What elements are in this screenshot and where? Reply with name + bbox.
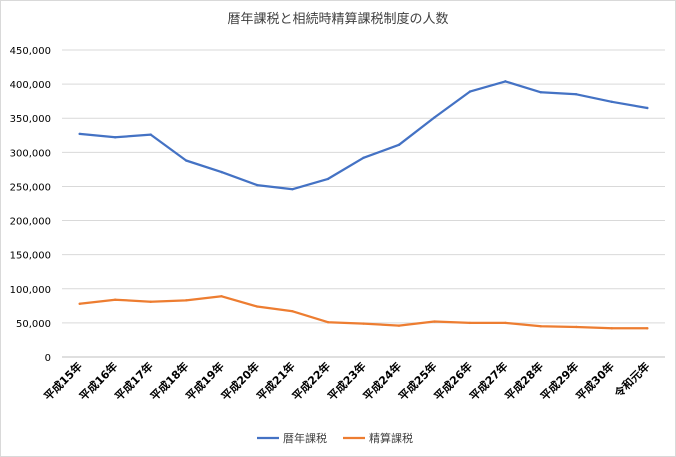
data-point [433,116,436,119]
data-point [397,143,401,147]
x-tick-label: 令和元年 [611,359,653,401]
data-point [149,133,152,136]
y-tick-label: 300,000 [10,148,51,159]
data-point [362,156,365,159]
data-point [255,183,259,187]
data-point [468,321,472,325]
data-point [646,327,649,330]
data-point [255,305,259,308]
data-point [326,177,330,181]
y-tick-label: 350,000 [10,114,51,125]
data-point [539,91,543,94]
data-point [78,132,81,136]
y-tick-label: 50,000 [16,319,51,330]
data-point [575,93,578,96]
data-point [433,320,436,323]
x-axis-ticks: 平成15年平成16年平成17年平成18年平成19年平成20年平成21年平成22年… [41,359,653,403]
y-tick-label: 450,000 [10,46,51,57]
data-point [184,159,188,162]
data-point [114,298,117,301]
data-point [220,170,223,174]
y-tick-label: 200,000 [10,217,51,228]
chart-title: 暦年課税と相続時精算課税制度の人数 [227,11,448,27]
data-point [149,300,152,303]
data-point [291,187,294,191]
data-point [326,321,330,324]
legend-label-0: 暦年課税 [283,431,327,445]
data-point [575,325,578,329]
y-axis-ticks: 0 50,000 100,000 150,000 200,000 250,000 300,0… [10,46,51,364]
x-tick-label: 平成30年 [573,359,617,403]
y-tick-label: 0 [45,353,51,364]
data-point [646,106,649,110]
data-point [468,90,472,93]
data-point [114,136,117,139]
y-tick-label: 400,000 [10,80,51,91]
legend-label-1: 精算課税 [369,431,413,445]
data-point [362,322,365,325]
data-point [291,310,294,313]
y-tick-label: 100,000 [10,285,51,296]
data-point [610,327,613,330]
data-point [78,302,81,305]
data-point [504,80,507,83]
legend: 暦年課税 精算課税 [257,431,413,445]
data-point [397,324,401,327]
series-line-0 [78,80,649,191]
data-point [504,321,507,325]
y-tick-label: 150,000 [10,251,51,262]
data-point [539,325,543,328]
y-tick-label: 250,000 [10,182,51,193]
data-point [610,100,613,104]
data-point [184,299,188,302]
data-point [220,295,223,298]
grid-layer [62,49,665,358]
series-layer [78,80,649,330]
